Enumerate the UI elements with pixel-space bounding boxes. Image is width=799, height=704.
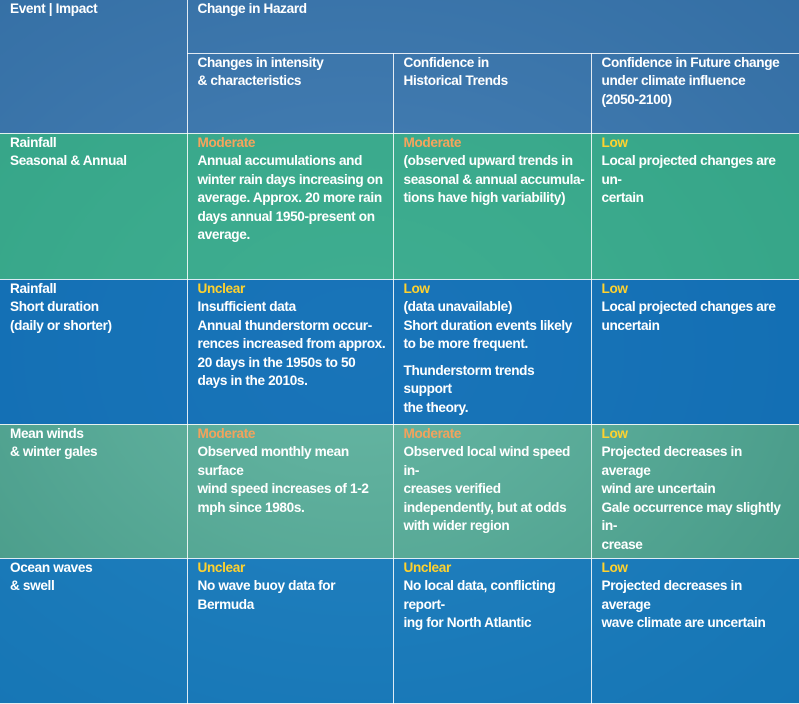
confidence-level: Moderate xyxy=(403,134,462,150)
header-row-sub: Changes in intensity & characteristics C… xyxy=(0,52,799,134)
confidence-level: Low xyxy=(601,134,628,150)
historical-cell: Unclear No local data, conflicting repor… xyxy=(392,557,592,704)
intensity-cell: Moderate Annual accumulations and winter… xyxy=(186,132,394,280)
intensity-cell: Unclear Insufficient data Annual thunder… xyxy=(186,278,394,425)
confidence-level: Unclear xyxy=(403,559,452,575)
change-in-hazard-header: Change in Hazard xyxy=(186,0,799,54)
future-cell: Low Projected decreases in average wave … xyxy=(590,557,799,704)
intensity-cell: Unclear No wave buoy data for Bermuda xyxy=(186,557,394,704)
event-cell: Ocean waves & swell xyxy=(0,557,188,704)
confidence-level: Low xyxy=(403,280,430,296)
historical-cell: Low (data unavailable) Short duration ev… xyxy=(392,278,592,425)
event-cell: Mean winds & winter gales xyxy=(0,423,188,559)
table-row: Ocean waves & swell Unclear No wave buoy… xyxy=(0,557,799,704)
confidence-level: Moderate xyxy=(403,425,462,441)
confidence-level: Low xyxy=(601,559,628,575)
intensity-cell: Moderate Observed monthly mean surface w… xyxy=(186,423,394,559)
table-row: Rainfall Short duration (daily or shorte… xyxy=(0,278,799,425)
future-cell: Low Local projected changes are uncertai… xyxy=(590,278,799,425)
historical-column-header: Confidence in Historical Trends xyxy=(392,52,592,134)
header-row-top: Event | Impact Change in Hazard xyxy=(0,0,799,134)
event-cell: Rainfall Seasonal & Annual xyxy=(0,132,188,280)
future-cell: Low Projected decreases in average wind … xyxy=(590,423,799,559)
event-cell: Rainfall Short duration (daily or shorte… xyxy=(0,278,188,425)
table-row: Mean winds & winter gales Moderate Obser… xyxy=(0,423,799,559)
future-cell: Low Local projected changes are un- cert… xyxy=(590,132,799,280)
event-impact-header: Event | Impact xyxy=(0,0,188,134)
confidence-level: Moderate xyxy=(197,134,256,150)
future-column-header: Confidence in Future change under climat… xyxy=(590,52,799,134)
intensity-column-header: Changes in intensity & characteristics xyxy=(187,52,394,134)
historical-cell: Moderate Observed local wind speed in- c… xyxy=(392,423,592,559)
confidence-level: Unclear xyxy=(197,280,246,296)
confidence-level: Unclear xyxy=(197,559,246,575)
historical-cell: Moderate (observed upward trends in seas… xyxy=(392,132,592,280)
confidence-level: Low xyxy=(601,280,628,296)
confidence-level: Moderate xyxy=(197,425,256,441)
confidence-level: Low xyxy=(601,425,628,441)
table-row: Rainfall Seasonal & Annual Moderate Annu… xyxy=(0,132,799,280)
